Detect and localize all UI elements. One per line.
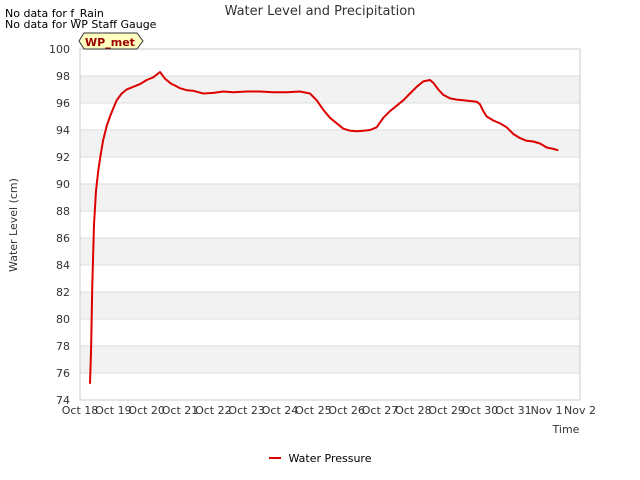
x-tick-label: Oct 19: [95, 404, 132, 417]
x-tick-label: Oct 22: [195, 404, 232, 417]
site-label: WP_met: [85, 36, 135, 49]
chart-title: Water Level and Precipitation: [225, 4, 416, 19]
x-tick-label: Oct 21: [162, 404, 199, 417]
x-tick-label: Oct 24: [262, 404, 299, 417]
legend-swatch-water-pressure: [268, 457, 281, 459]
y-tick-label: 82: [56, 286, 70, 299]
series-group: [89, 71, 559, 384]
y-tick-labels: 74 76 78 80 82 84 86 88 90 92 94 96 98 100: [49, 43, 70, 407]
site-label-box: [78, 32, 144, 50]
plot-band: [80, 238, 580, 265]
x-tick-label: Oct 25: [295, 404, 332, 417]
plot-band: [80, 184, 580, 211]
x-tick-label: Oct 18: [62, 404, 99, 417]
no-data-staff-gauge-note: No data for WP Staff Gauge: [5, 18, 157, 31]
x-tick-label: Oct 26: [328, 404, 365, 417]
y-tick-label: 86: [56, 232, 70, 245]
site-label-badge: WP_met: [78, 32, 144, 50]
y-tick-label: 98: [56, 70, 70, 83]
plot-band: [80, 346, 580, 373]
x-tick-label: Nov 2: [564, 404, 596, 417]
y-tick-label: 94: [56, 124, 70, 137]
plot-band: [80, 292, 580, 319]
plot-bands: [80, 76, 580, 373]
y-tick-label: 84: [56, 259, 70, 272]
y-tick-label: 76: [56, 367, 70, 380]
x-tick-label: Oct 29: [428, 404, 465, 417]
x-tick-label: Oct 28: [395, 404, 432, 417]
x-tick-label: Oct 27: [362, 404, 399, 417]
legend-label-water-pressure: Water Pressure: [288, 452, 372, 465]
x-tick-label: Nov 1: [531, 404, 563, 417]
y-tick-label: 88: [56, 205, 70, 218]
plot-frame: [79, 48, 581, 401]
y-tick-label: 90: [56, 178, 70, 191]
x-tick-label: Oct 23: [228, 404, 265, 417]
y-axis-title: Water Level (cm): [7, 178, 20, 272]
y-tick-label: 80: [56, 313, 70, 326]
y-tick-label: 100: [49, 43, 70, 56]
x-tick-label: Oct 20: [128, 404, 165, 417]
y-tick-label: 92: [56, 151, 70, 164]
legend: Water Pressure: [0, 452, 640, 465]
y-tick-label: 74: [56, 394, 70, 407]
series-line-water-pressure: [89, 71, 559, 384]
y-tick-label: 96: [56, 97, 70, 110]
y-tick-label: 78: [56, 340, 70, 353]
x-tick-label: Oct 30: [462, 404, 499, 417]
plot-band: [80, 130, 580, 157]
x-axis-title: Time: [552, 423, 580, 436]
x-tick-label: Oct 31: [495, 404, 532, 417]
plot-band: [80, 76, 580, 103]
no-data-rain-note: No data for f_Rain: [5, 7, 104, 20]
